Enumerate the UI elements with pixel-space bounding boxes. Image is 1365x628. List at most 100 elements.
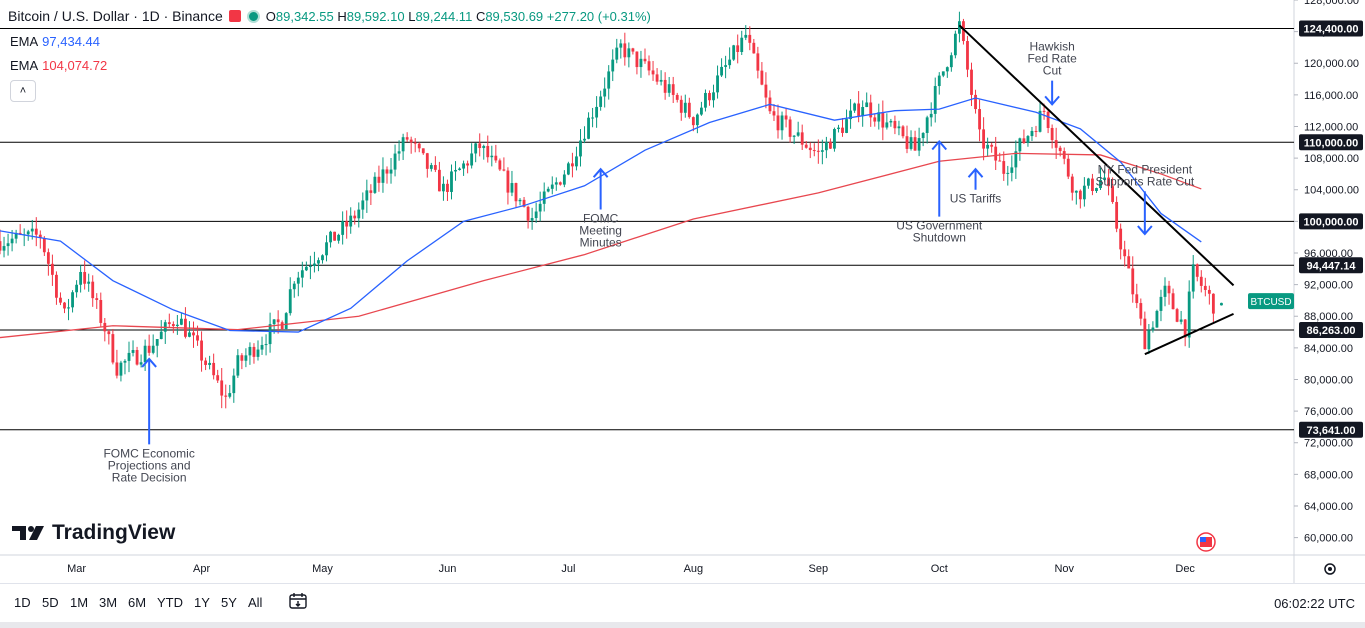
candle-body xyxy=(413,142,417,144)
candle-body xyxy=(627,48,631,58)
candle-body xyxy=(502,169,506,171)
candle-body xyxy=(1131,268,1135,295)
candle-body xyxy=(95,298,99,300)
y-tick-label: 68,000.00 xyxy=(1304,469,1353,481)
candle-body xyxy=(1082,185,1086,200)
range-5y[interactable]: 5Y xyxy=(221,595,237,610)
annotation-label: US Tariffs xyxy=(950,192,1002,206)
flag-icon[interactable] xyxy=(228,10,241,22)
candle-body xyxy=(518,199,522,202)
x-tick-label: Sep xyxy=(809,563,829,575)
candle-body xyxy=(595,106,599,118)
candle-body xyxy=(377,176,381,183)
candle-body xyxy=(671,84,675,95)
candle-body xyxy=(953,33,957,56)
utc-clock[interactable]: 06:02:22 UTC xyxy=(1274,596,1355,611)
candle-body xyxy=(978,109,981,130)
ema-fast-line xyxy=(0,97,1202,333)
calendar-range-icon[interactable] xyxy=(289,593,307,609)
candle-body xyxy=(780,115,784,131)
candle-body xyxy=(1203,285,1207,290)
candle-body xyxy=(341,221,345,235)
candle-body xyxy=(167,322,171,325)
candle-body xyxy=(83,271,87,284)
candle-body xyxy=(1115,201,1119,229)
annotation-label: Meeting xyxy=(579,224,622,238)
candle-body xyxy=(925,117,929,133)
range-3m[interactable]: 3M xyxy=(99,595,118,610)
candle-body xyxy=(675,94,679,100)
candle-body xyxy=(236,355,240,376)
candle-body xyxy=(196,335,199,341)
chevron-up-icon[interactable]: ˄ xyxy=(10,80,36,102)
level-price-label: 100,000.00 xyxy=(1303,216,1358,228)
annotation-label: US Government xyxy=(896,219,983,233)
candle-body xyxy=(764,84,768,98)
candle-body xyxy=(945,67,949,72)
candle-body xyxy=(736,45,740,52)
candle-body xyxy=(204,360,207,365)
y-tick-label: 76,000.00 xyxy=(1304,406,1353,418)
candle-body xyxy=(708,92,711,101)
candle-body xyxy=(800,132,804,145)
candle-body xyxy=(292,283,296,290)
candle-body xyxy=(171,324,175,327)
ema-fast-legend[interactable]: EMA 97,434.44 xyxy=(10,34,101,49)
candle-body xyxy=(1123,249,1127,257)
candle-body xyxy=(482,145,486,149)
candle-body xyxy=(478,143,482,149)
candle-body xyxy=(389,169,393,174)
arrow-head-icon xyxy=(141,357,157,368)
candle-body xyxy=(659,79,663,82)
candle-body xyxy=(1054,140,1058,148)
candle-body xyxy=(151,345,155,353)
candle-body xyxy=(55,274,58,298)
candle-body xyxy=(1175,309,1179,322)
candle-body xyxy=(200,340,203,361)
candle-body xyxy=(1050,127,1054,141)
candle-body xyxy=(542,191,546,204)
candle-body xyxy=(534,211,538,219)
candle-body xyxy=(429,165,433,169)
range-1y[interactable]: 1Y xyxy=(194,595,210,610)
ema-slow-legend[interactable]: EMA 104,074.72 xyxy=(10,58,108,73)
symbol-tag-label: BTCUSD xyxy=(1250,297,1291,308)
tradingview-logo-icon xyxy=(12,526,44,540)
range-all[interactable]: All xyxy=(248,595,263,610)
candle-body xyxy=(325,242,328,256)
range-ytd[interactable]: YTD xyxy=(157,595,183,610)
range-1d[interactable]: 1D xyxy=(14,595,31,610)
candle-body xyxy=(272,319,276,325)
candle-body xyxy=(748,34,752,43)
candle-body xyxy=(941,71,945,76)
candle-body xyxy=(728,59,732,66)
candle-body xyxy=(34,228,38,235)
y-tick-label: 104,000.00 xyxy=(1304,185,1359,197)
y-tick-label: 128,000.00 xyxy=(1304,0,1359,7)
x-tick-label: Dec xyxy=(1175,563,1195,575)
arrow-head-icon xyxy=(967,167,984,178)
candle-body xyxy=(42,238,46,253)
candle-body xyxy=(587,117,590,139)
y-tick-label: 84,000.00 xyxy=(1304,343,1353,355)
candle-body xyxy=(333,231,336,241)
candle-body xyxy=(87,281,91,284)
candle-body xyxy=(1195,264,1199,277)
candle-body xyxy=(284,313,288,329)
candle-body xyxy=(26,231,30,235)
candle-body xyxy=(373,176,377,193)
candle-body xyxy=(1147,330,1151,350)
range-5d[interactable]: 5D xyxy=(42,595,59,610)
x-tick-label: Apr xyxy=(193,563,210,575)
price-chart[interactable]: 60,000.00 64,000.00 68,000.00 72,000.00 76,0… xyxy=(0,0,1365,583)
symbol-title[interactable]: Bitcoin / U.S. Dollar · 1D · Binance xyxy=(8,8,223,24)
candle-body xyxy=(647,61,651,71)
candle-body xyxy=(712,92,715,101)
candle-body xyxy=(264,344,268,346)
level-price-label: 94,447.14 xyxy=(1307,260,1357,272)
range-6m[interactable]: 6M xyxy=(128,595,147,610)
range-1m[interactable]: 1M xyxy=(70,595,89,610)
candle-body xyxy=(143,345,147,363)
candle-body xyxy=(474,143,478,154)
candle-body xyxy=(833,129,836,149)
